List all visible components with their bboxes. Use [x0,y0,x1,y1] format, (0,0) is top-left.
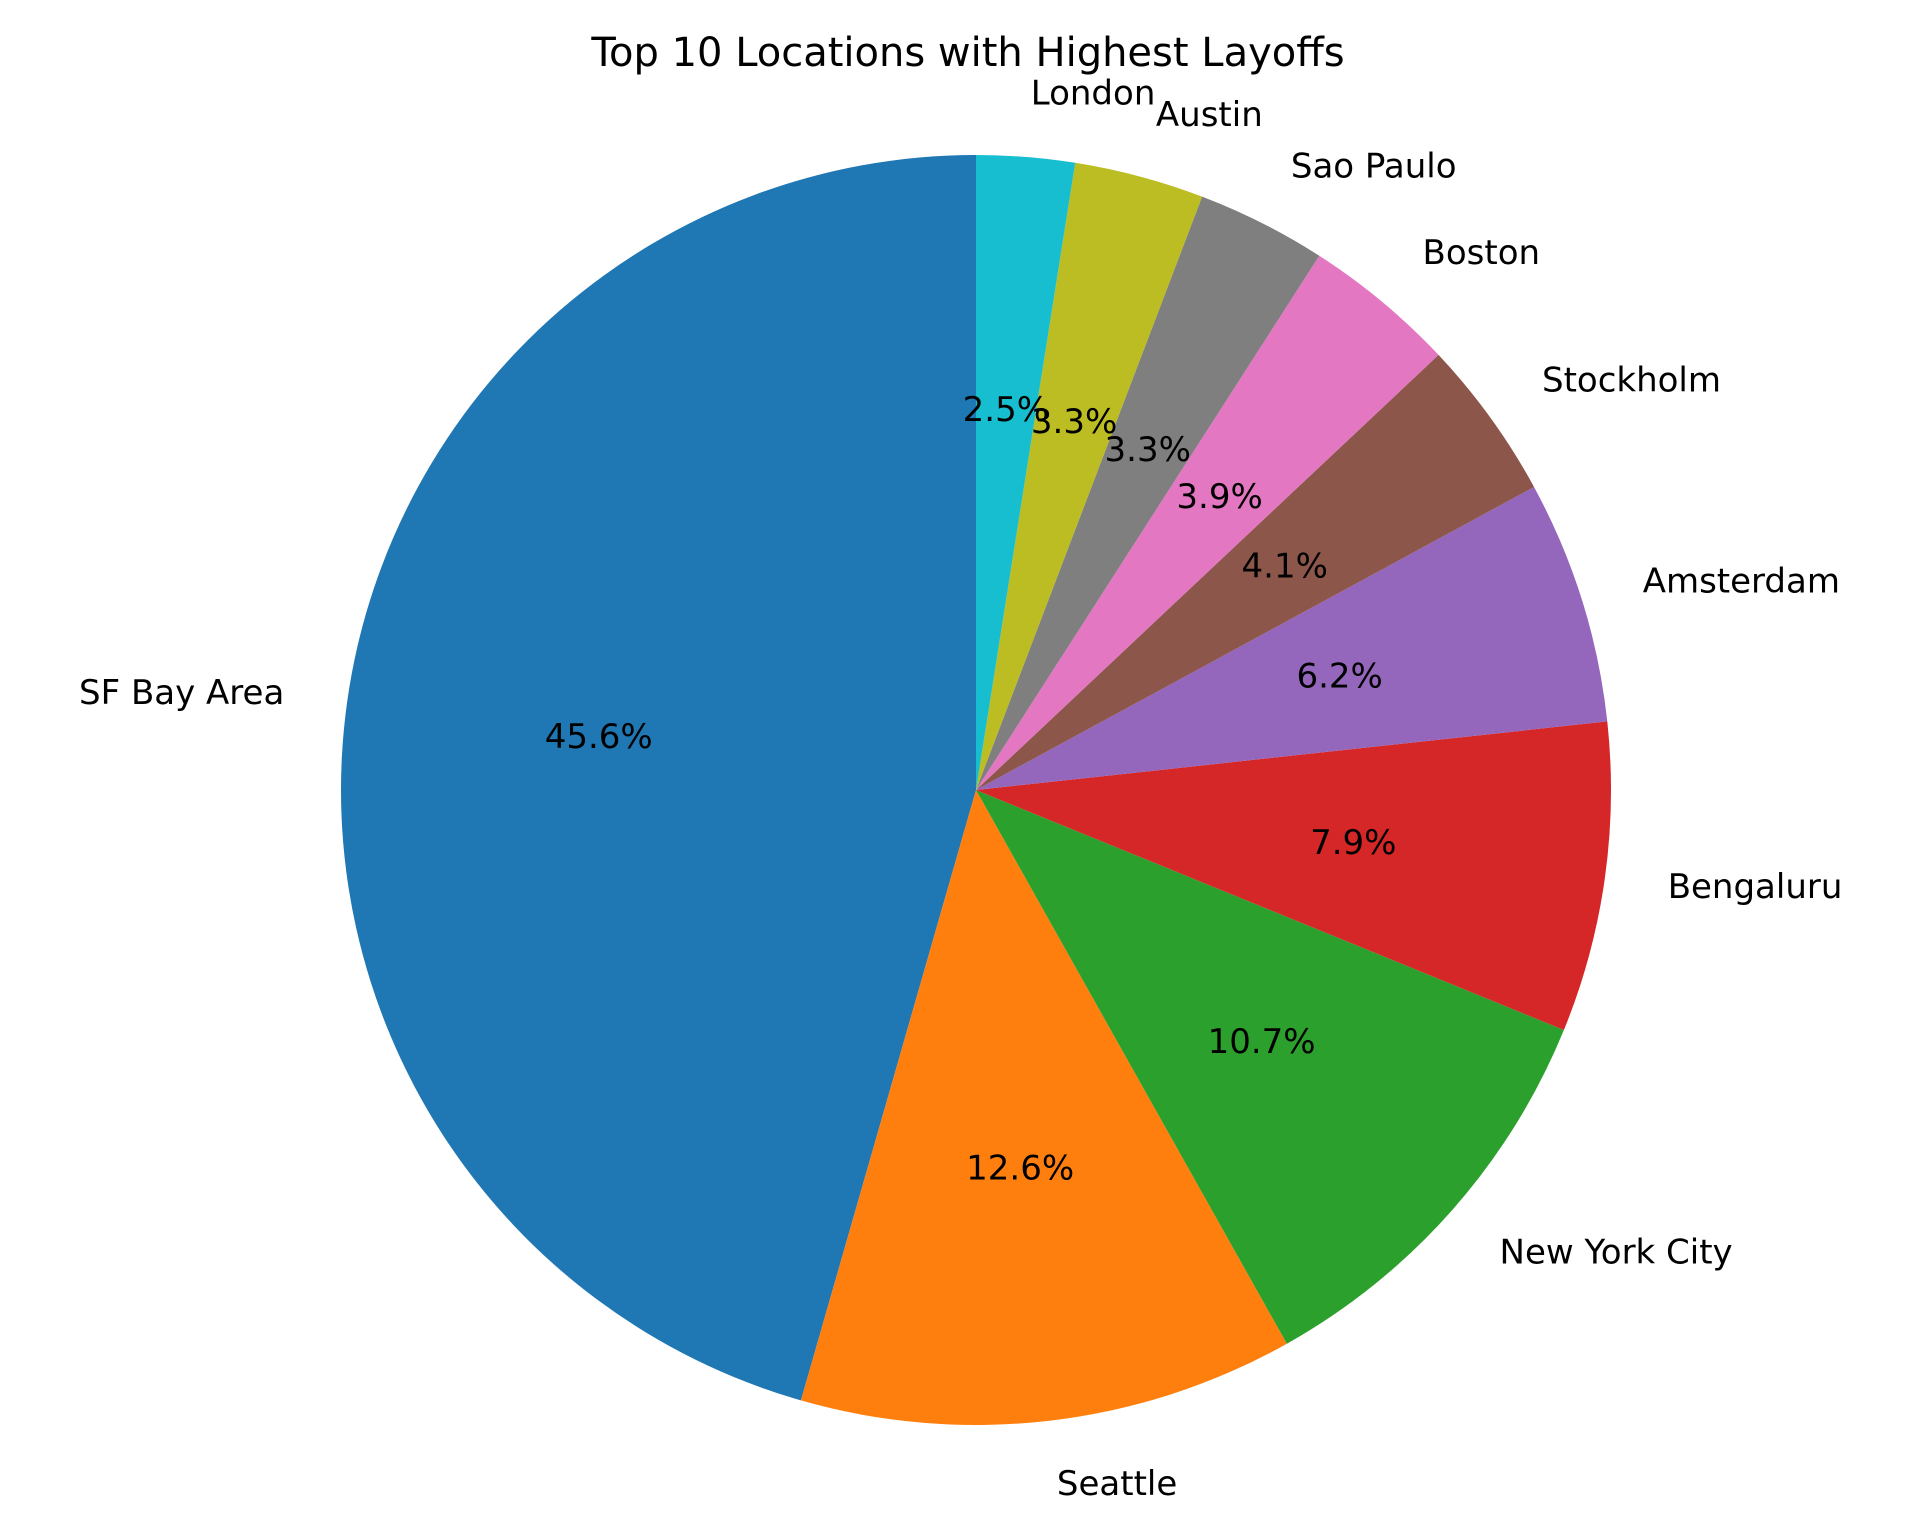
pie-slice-bengaluru [976,721,1611,1031]
percent-label-boston: 3.9% [1176,477,1262,517]
percent-label-stockholm: 4.1% [1242,547,1328,587]
slice-labels: SF Bay Area Seattle New York City Bengaluru… [79,74,1842,1504]
percent-label-sao-paulo: 3.3% [1105,430,1191,470]
pie-slice-london [976,155,1076,790]
slice-label-seattle: Seattle [1057,1464,1177,1504]
slice-label-boston: Boston [1423,233,1541,273]
slice-label-london: London [1031,74,1156,114]
pie-slice-boston [976,255,1439,790]
pie-slice-stockholm [976,354,1535,790]
percent-label-austin: 3.3% [1031,402,1117,442]
pie-slices [341,155,1611,1425]
slice-label-stockholm: Stockholm [1542,361,1721,401]
percent-label-sf-bay-area: 45.6% [545,717,653,757]
slice-label-austin: Austin [1156,95,1263,135]
pie-slice-austin [976,162,1203,791]
percent-label-london: 2.5% [963,390,1049,430]
slice-label-bengaluru: Bengaluru [1668,867,1843,907]
slice-label-sf-bay-area: SF Bay Area [79,673,284,713]
percent-label-bengaluru: 7.9% [1310,823,1396,863]
pie-slice-seattle [800,790,1287,1425]
chart-title: Top 10 Locations with Highest Layoffs [590,30,1344,76]
pie-slice-new-york-city [976,790,1564,1344]
percent-labels: 45.6%12.6%10.7%7.9%6.2%4.1%3.9%3.3%3.3%2… [545,390,1397,1188]
slice-label-sao-paulo: Sao Paulo [1291,146,1457,186]
percent-label-amsterdam: 6.2% [1296,656,1382,696]
slice-label-new-york-city: New York City [1500,1232,1733,1272]
pie-slice-amsterdam [976,486,1608,790]
percent-label-seattle: 12.6% [966,1148,1074,1188]
pie-slice-sao-paulo [976,196,1320,790]
slice-label-amsterdam: Amsterdam [1643,562,1840,602]
percent-label-new-york-city: 10.7% [1208,1022,1316,1062]
pie-slice-sf-bay-area [341,155,976,1401]
